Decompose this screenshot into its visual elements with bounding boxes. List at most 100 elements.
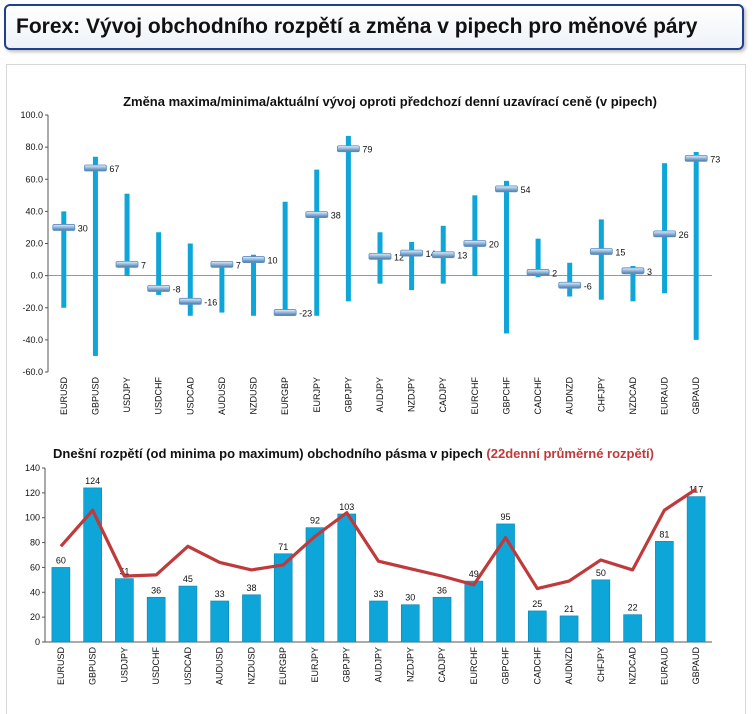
chart2-bar [591, 579, 611, 643]
chart1-range-bar [503, 180, 509, 334]
chart1-data-label: 73 [710, 154, 720, 164]
chart2-data-label: 81 [659, 529, 669, 539]
chart1-data-label: 14 [426, 249, 436, 259]
chart2-category-label: NZDUSD [246, 647, 256, 685]
chart1-range-bar [662, 163, 668, 294]
chart2-bar [528, 610, 547, 643]
chart2-data-label: 50 [596, 568, 606, 578]
chart2-y-tick-label: 20 [30, 612, 40, 622]
chart2-bar [464, 580, 484, 643]
chart1-data-label: 26 [679, 230, 689, 240]
chart2-y-tick-label: 100 [25, 513, 40, 523]
chart1-category-label: NZDJPY [407, 377, 417, 412]
chart1-range-bar [345, 135, 351, 302]
chart1-range-bar [472, 195, 478, 276]
chart1-data-label: 10 [268, 256, 278, 266]
chart2-category-label: USDCAD [183, 647, 193, 686]
chart1-category-label: EURAUD [660, 377, 670, 416]
chart1-range-bar [282, 201, 288, 316]
chart1-current-marker [653, 230, 676, 238]
chart1-data-label: 15 [615, 248, 625, 258]
chart2-category-label: EURUSD [56, 647, 66, 686]
chart1-y-tick-label: 100.0 [20, 110, 43, 120]
chart1-data-label: 30 [78, 223, 88, 233]
chart1-category-label: GBPCHF [501, 377, 511, 415]
chart-daily-range: Dnešní rozpětí (od minima po maximum) ob… [25, 446, 712, 685]
chart1-category-label: USDJPY [122, 377, 132, 413]
chart1-y-tick-label: 40.0 [25, 206, 43, 216]
chart2-data-label: 124 [85, 476, 100, 486]
chart1-data-label: 7 [236, 260, 241, 270]
chart2-bar [115, 578, 134, 643]
chart2-bar [146, 596, 166, 643]
chart1-data-label: 38 [331, 211, 341, 221]
chart2-category-label: NZDCAD [628, 647, 638, 685]
chart-pip-change: Změna maxima/minima/aktuální vývoj oprot… [20, 94, 720, 415]
chart2-data-label: 103 [339, 502, 354, 512]
chart1-range-bar [124, 193, 130, 276]
chart1-range-bar [219, 261, 225, 313]
chart1-y-tick-label: 80.0 [25, 142, 43, 152]
chart2-category-label: EURCHF [469, 646, 479, 684]
chart2-bar [51, 567, 71, 643]
chart2-data-label: 33 [215, 589, 225, 599]
chart2-y-tick-label: 140 [25, 463, 40, 473]
chart2-data-label: 30 [405, 593, 415, 603]
chart2-bar [686, 496, 706, 643]
chart1-current-marker [431, 251, 455, 259]
chart1-y-tick-label: 0.0 [30, 271, 43, 281]
chart1-current-marker [589, 248, 613, 255]
chart1-current-marker [558, 281, 582, 289]
chart2-data-label: 33 [373, 589, 383, 599]
chart1-category-label: CADCHF [533, 376, 543, 414]
chart2-bar [655, 541, 674, 643]
chart2-title-highlight: (22denní průměrné rozpětí) [486, 446, 654, 461]
chart1-category-label: CHFJPY [596, 377, 606, 412]
chart1-range-bar [598, 219, 604, 300]
chart2-bar [400, 604, 420, 643]
chart1-data-label: 13 [457, 251, 467, 261]
chart1-category-label: AUDNZD [565, 377, 575, 415]
chart1-current-marker [84, 164, 107, 172]
chart2-y-tick-label: 80 [30, 538, 40, 548]
chart1-data-label: 20 [489, 240, 499, 250]
chart1-data-label: 12 [394, 252, 404, 262]
chart1-category-label: GBPJPY [343, 377, 353, 413]
chart1-category-label: EURJPY [312, 377, 322, 413]
chart1-data-label: -23 [299, 309, 312, 319]
chart1-current-marker [305, 211, 329, 218]
chart2-y-tick-label: 40 [30, 587, 40, 597]
chart2-data-label: 49 [469, 569, 479, 579]
chart2-data-label: 36 [437, 585, 447, 595]
chart2-data-label: 36 [151, 585, 161, 595]
chart2-average-line [59, 487, 698, 591]
chart2-bar [432, 596, 452, 643]
chart2-bar [305, 527, 325, 643]
chart2-category-label: CADJPY [437, 647, 447, 683]
chart1-category-label: CADJPY [438, 377, 448, 413]
chart2-category-label: AUDNZD [564, 647, 574, 685]
chart1-current-marker [495, 185, 518, 193]
chart1-data-label: 79 [362, 145, 372, 155]
chart2-category-label: GBPJPY [342, 647, 352, 683]
chart2-category-label: EURJPY [310, 647, 320, 683]
chart2-category-label: GBPAUD [691, 647, 701, 685]
chart1-range-bar [61, 211, 67, 308]
chart1-category-label: EURGBP [280, 377, 290, 415]
chart1-category-label: NZDUSD [249, 377, 259, 415]
chart2-category-label: GBPCHF [501, 647, 511, 685]
chart1-range-bar [535, 238, 541, 278]
chart1-range-bar [567, 262, 573, 297]
chart1-current-marker [684, 154, 708, 162]
chart1-y-tick-label: 60.0 [25, 174, 43, 184]
chart1-title: Změna maxima/minima/aktuální vývoj oprot… [123, 94, 657, 109]
chart2-bar [369, 600, 388, 643]
chart1-current-marker [147, 285, 171, 292]
chart1-category-label: USDCAD [185, 377, 195, 416]
chart1-current-marker [115, 260, 139, 268]
chart1-data-label: -16 [204, 297, 217, 307]
chart2-data-label: 21 [564, 604, 574, 614]
chart1-category-label: AUDUSD [217, 377, 227, 416]
chart1-data-label: 3 [647, 267, 652, 277]
